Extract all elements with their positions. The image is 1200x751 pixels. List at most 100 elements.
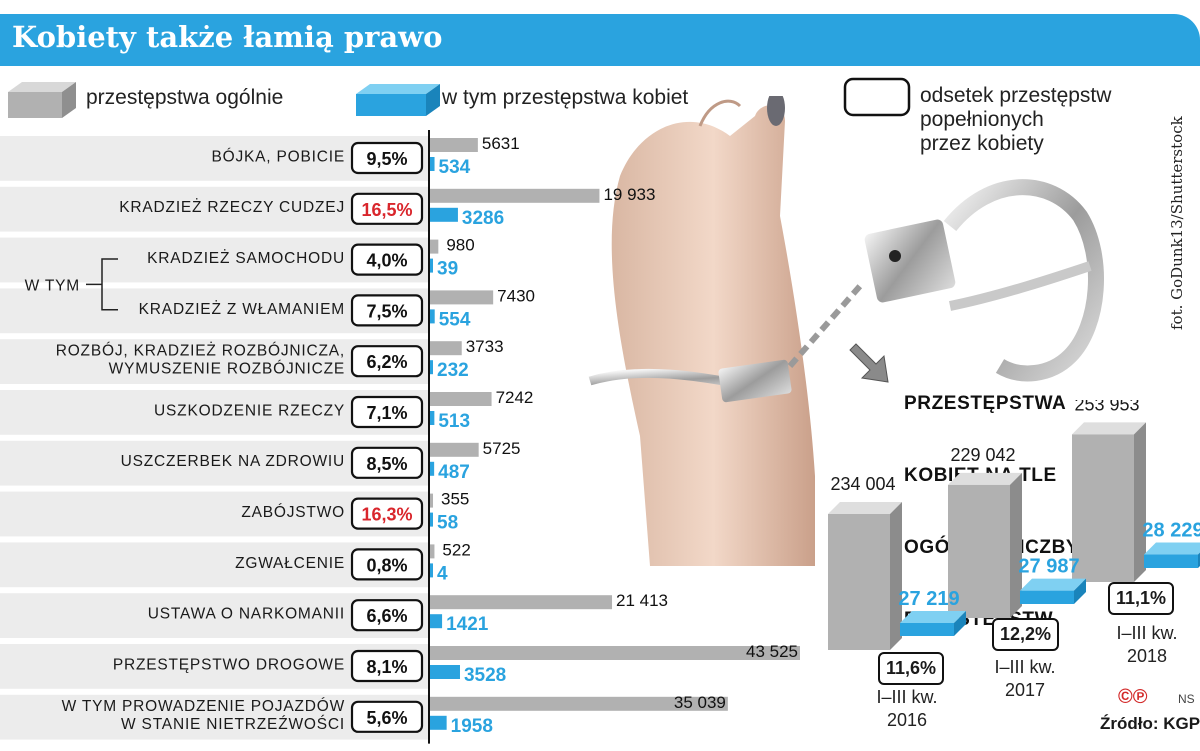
- share-box: [350, 446, 424, 479]
- chart-row: USZCZERBEK NA ZDROWIU 8,5% 5725 487: [0, 439, 520, 486]
- chart-row: PRZESTĘPSTWO DROGOWE 8,1% 43 525 3528: [0, 642, 800, 689]
- bar-total-label: 5725: [483, 439, 521, 458]
- legend-share-line-2: popełnionych: [920, 108, 1044, 131]
- bar-face-top: [948, 472, 1022, 485]
- bar-women-label: 487: [438, 462, 470, 483]
- share-value: 0,8%: [366, 555, 407, 575]
- bar-total: [430, 646, 800, 660]
- share-value: 7,5%: [366, 301, 407, 321]
- chart-row: USZKODZENIE RZECZY 7,1% 7242 513: [0, 388, 533, 435]
- bar-women: [430, 309, 435, 324]
- bar-women: [430, 512, 433, 527]
- legend-women-swatch: [356, 84, 440, 116]
- legend-share-label: odsetek przestępstw popełnionych przez k…: [920, 84, 1111, 156]
- bar-women-label: 534: [439, 157, 471, 178]
- bar-total: [430, 544, 435, 559]
- bar-women-label: 1958: [451, 716, 493, 737]
- bar-total: [430, 595, 613, 610]
- inset-women-label: 28 229: [1142, 520, 1200, 542]
- bracket-line: [86, 258, 118, 311]
- bar-face-top: [900, 611, 966, 623]
- share-value: 16,3%: [361, 505, 412, 525]
- chart-row: ROZBÓJ, KRADZIEŻ ROZBÓJNICZA,WYMUSZENIE …: [0, 337, 504, 384]
- chart-row: USTAWA O NARKOMANII 6,6% 21 413 1421: [0, 591, 668, 638]
- share-box: [350, 141, 424, 175]
- arrow-down-right-icon: [848, 340, 898, 386]
- bar-face-top: [1020, 578, 1086, 591]
- chart-row: KRADZIEŻ RZECZY CUDZEJ 16,5% 19 933 3286: [0, 185, 655, 232]
- share-value: 16,5%: [361, 200, 412, 220]
- bar-face-front: [948, 484, 1010, 618]
- legend-total-label: przestępstwa ogólnie: [86, 86, 284, 109]
- inset-total-label: 234 004: [830, 474, 895, 494]
- inset-bar-total: [948, 472, 1022, 618]
- photo-credit: fot. GoDunk13/Shutterstock: [1168, 116, 1186, 330]
- bar-total-label: 19 933: [603, 185, 655, 204]
- share-value: 8,1%: [366, 657, 407, 677]
- bar-total-label: 7242: [496, 388, 534, 407]
- bar-total-label: 3733: [466, 337, 504, 356]
- category-label: KRADZIEŻ Z WŁAMANIEM: [139, 300, 345, 318]
- bar-women: [430, 258, 433, 273]
- bar-women-label: 554: [439, 309, 471, 330]
- share-box: [350, 294, 424, 327]
- inset-share-2016: 11,6%: [878, 652, 945, 685]
- bar-women: [430, 461, 435, 476]
- bar-women-label: 513: [438, 411, 470, 432]
- chart-title: Kobiety także łamią prawo: [12, 20, 443, 54]
- share-box: [350, 395, 424, 429]
- bar-women-label: 232: [437, 360, 469, 381]
- category-label: USZKODZENIE RZECZY: [154, 402, 345, 419]
- bar-face-side: [1074, 578, 1086, 604]
- bar-face-top: [1144, 542, 1200, 555]
- bar-women: [430, 715, 447, 730]
- category-label: USZCZERBEK NA ZDROWIU: [121, 453, 345, 470]
- inset-period-2018: I–III kw. 2018: [1116, 623, 1178, 666]
- title-bar: [0, 14, 1200, 66]
- bar-women-label: 58: [437, 513, 458, 534]
- bar-total: [430, 392, 492, 406]
- share-box: [350, 599, 424, 632]
- subgroup-label: W TYM: [25, 277, 80, 294]
- bar-face-front: [900, 623, 954, 636]
- bar-total: [430, 290, 494, 305]
- legend-total-swatch: [8, 82, 76, 118]
- inset-women-label: 27 987: [1018, 556, 1079, 578]
- inset-bar-chart: 234 004 229 042 253 953 27 219 27 987 28 229: [828, 400, 1200, 650]
- share-value: 6,2%: [366, 352, 407, 372]
- inset-title-line-1: PRZESTĘPSTWA: [904, 393, 1067, 414]
- copyright-marks: ©℗: [1118, 686, 1148, 708]
- bar-total-label: 355: [441, 490, 469, 509]
- inset-period-2016: I–III kw. 2016: [876, 687, 938, 730]
- share-box: [350, 243, 424, 276]
- subgroup-bracket: W TYM: [25, 258, 118, 311]
- legend-share-line-1: odsetek przestępstw: [920, 84, 1112, 107]
- bar-face-side: [1134, 422, 1146, 582]
- bar-women: [430, 665, 460, 679]
- category-label: ZABÓJSTWO: [241, 504, 345, 521]
- share-box: [350, 700, 424, 733]
- bar-women-label: 39: [437, 259, 458, 280]
- category-label: PRZESTĘPSTWO DROGOWE: [113, 656, 345, 673]
- inset-share-2018: 11,1%: [1108, 582, 1175, 615]
- bar-total: [430, 188, 600, 203]
- bar-face-top: [1072, 422, 1146, 435]
- inset-total-label: 229 042: [950, 445, 1015, 465]
- share-value: 7,1%: [366, 403, 407, 423]
- inset-period-2017: I–III kw. 2017: [994, 657, 1056, 700]
- category-label: ZGWAŁCENIE: [235, 555, 345, 572]
- inset-bar-women: [900, 611, 966, 636]
- bar-total: [430, 341, 462, 356]
- copyright-suffix: NS: [1178, 692, 1195, 706]
- bar-total-label: 522: [442, 540, 470, 559]
- bar-total: [430, 239, 439, 254]
- inset-women-label: 27 219: [898, 588, 959, 610]
- share-value: 5,6%: [366, 708, 407, 728]
- chart-row: ZGWAŁCENIE 0,8% 522 4: [0, 540, 471, 588]
- bar-face-front: [1020, 590, 1074, 604]
- category-label: KRADZIEŻ RZECZY CUDZEJ: [119, 198, 345, 216]
- bar-face-front: [1072, 434, 1134, 582]
- bar-total-label: 7430: [497, 286, 535, 305]
- category-label: W STANIE NIETRZEŹWOŚCI: [121, 715, 345, 733]
